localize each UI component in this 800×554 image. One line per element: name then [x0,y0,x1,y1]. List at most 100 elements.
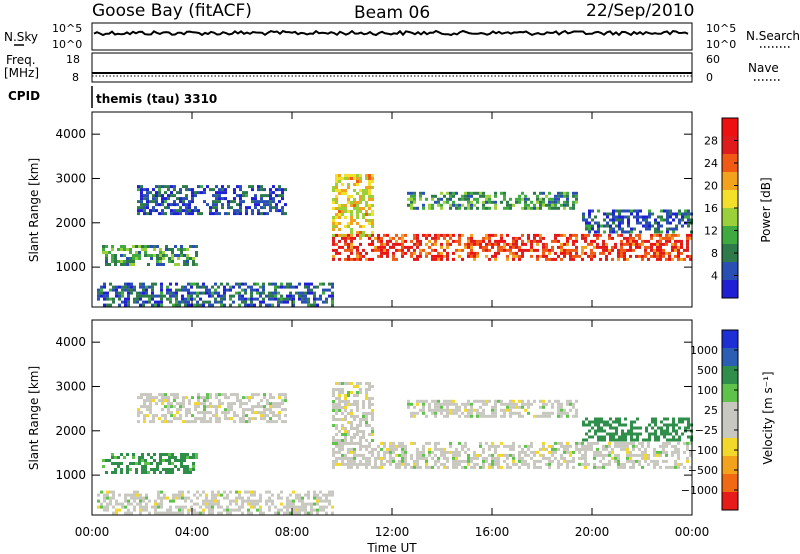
velocity-cell [365,397,368,400]
power-cell [368,204,371,207]
velocity-cell [356,433,359,436]
power-cell [232,294,235,298]
velocity-cell [183,459,186,462]
velocity-cell [108,459,111,462]
power-cell [566,197,569,201]
velocity-cell [190,505,193,509]
velocity-cell [680,462,683,466]
power-cell [395,242,398,246]
power-cell [185,188,188,192]
power-colorbar-tick-label: 24 [704,157,718,170]
power-cell [572,191,575,195]
velocity-cell [557,441,560,445]
velocity-cell [256,502,259,506]
power-cell [518,257,521,261]
velocity-cell [656,450,659,454]
power-cell [180,245,183,248]
velocity-cell [193,511,196,515]
power-cell [118,291,121,295]
power-cell [356,222,359,225]
power-cell [485,236,488,240]
power-cell [268,303,271,307]
power-cell [284,212,287,216]
power-cell [338,228,341,231]
velocity-cell [272,411,275,415]
power-cell [173,185,176,189]
x-tick-label: 16:00 [475,525,510,539]
velocity-cell [250,511,253,515]
velocity-cell [482,456,485,460]
power-cell [527,206,530,210]
velocity-cell [359,436,362,439]
power-cell [434,200,437,204]
power-cell [551,203,554,207]
power-cell [176,212,179,216]
velocity-cell [187,511,190,515]
velocity-cell [608,462,611,466]
power-cell [659,233,662,237]
velocity-cell [368,462,371,466]
power-cell [156,254,159,257]
velocity-cell [536,414,539,418]
velocity-cell [494,462,497,466]
power-cell [310,303,313,307]
velocity-cell [200,402,203,406]
velocity-cell [150,456,153,459]
velocity-cell [335,427,338,430]
power-cell [175,291,178,295]
power-cell [150,257,153,260]
velocity-cell [197,417,200,421]
power-cell [209,209,212,213]
power-cell [233,200,236,204]
velocity-cell [182,402,185,406]
power-cell [239,197,242,201]
velocity-cell [307,502,310,506]
velocity-cell [281,420,284,424]
power-cell [371,222,374,225]
velocity-cell [275,420,278,424]
velocity-cell [557,405,560,409]
velocity-cell [653,462,656,466]
power-cell [341,189,344,192]
power-cell [196,282,199,286]
velocity-cell [184,496,187,500]
velocity-cell [377,456,380,460]
velocity-cell [230,393,233,397]
power-cell [223,297,226,301]
velocity-cell [506,462,509,466]
velocity-cell [431,411,434,415]
velocity-cell [284,408,287,412]
velocity-cell [686,447,689,451]
velocity-cell [675,423,678,427]
power-cell [542,203,545,207]
power-cell [224,197,227,201]
noise-right-tick-bottom: 10^0 [706,38,736,51]
velocity-cell [211,505,214,509]
power-cell [467,191,470,195]
power-cell [497,239,500,243]
velocity-cell [650,459,653,463]
velocity-cell [235,502,238,506]
power-cell [618,212,621,216]
velocity-cell [97,493,100,497]
velocity-cell [347,412,350,415]
velocity-cell [365,459,368,463]
power-cell [521,242,524,246]
power-cell [263,194,266,198]
velocity-cell [582,438,585,442]
power-cell [404,233,407,237]
power-cell [350,251,353,255]
velocity-cell [356,403,359,406]
power-cell [359,236,362,240]
power-cell [410,245,413,249]
velocity-cell [233,402,236,406]
velocity-cell [217,490,220,494]
power-cell [638,236,641,240]
velocity-cell [313,496,316,500]
velocity-cell [259,508,262,512]
velocity-cell [139,499,142,503]
power-cell [470,239,473,243]
power-data-layer [97,174,693,307]
velocity-cell [286,511,289,515]
power-cell [254,206,257,210]
